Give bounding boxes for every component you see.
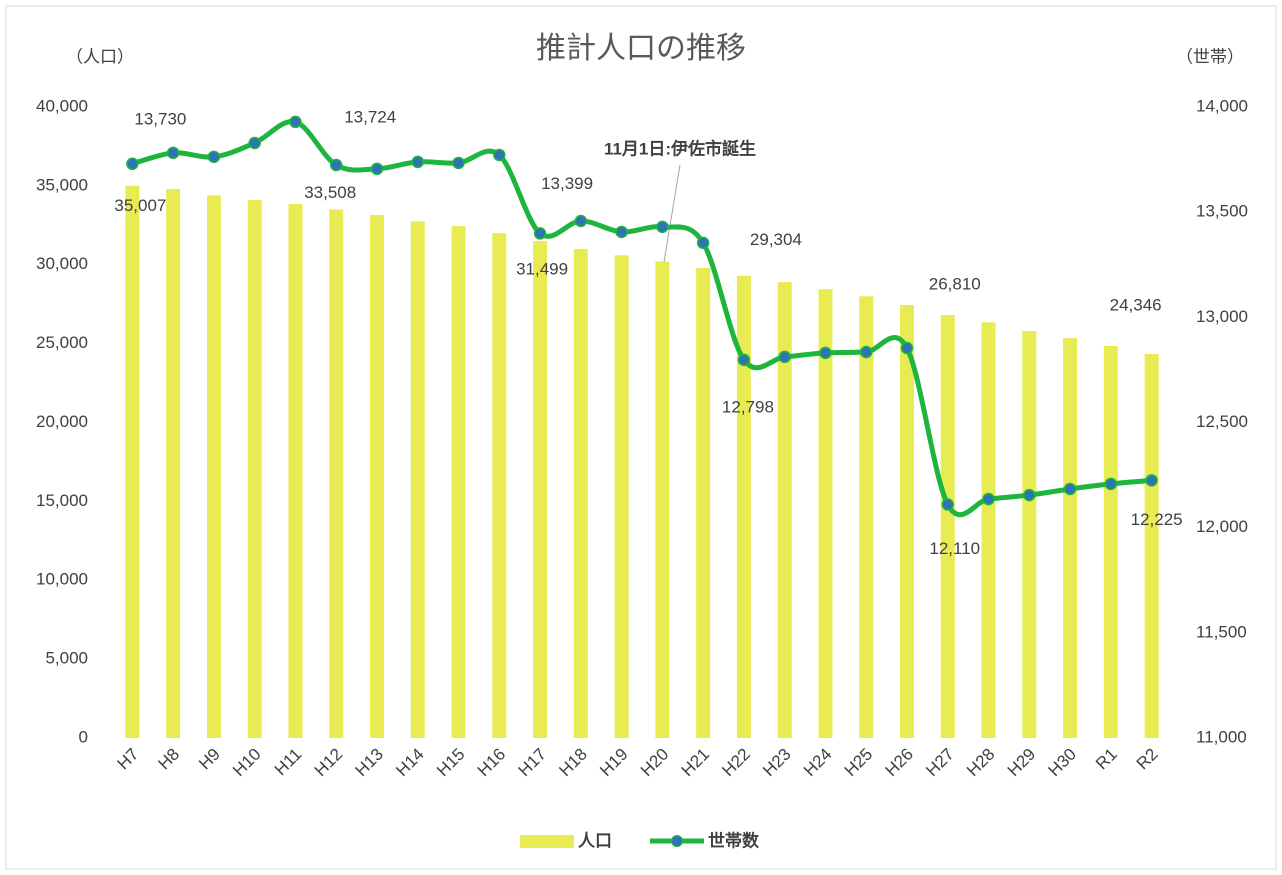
bar	[1103, 345, 1118, 738]
legend-swatch	[520, 835, 574, 848]
bar	[859, 296, 874, 738]
y-tick-label: 20,000	[36, 412, 88, 431]
line-marker	[819, 346, 832, 360]
line-marker	[370, 162, 384, 176]
line-marker	[574, 214, 588, 228]
line-marker	[615, 225, 628, 239]
data-label: 35,007	[114, 196, 166, 215]
annotation-leader	[663, 164, 681, 263]
y-tick-label: 15,000	[36, 491, 88, 510]
bar	[1144, 353, 1159, 738]
chart-frame	[5, 5, 1277, 870]
bar	[614, 255, 629, 738]
line-marker	[493, 148, 506, 162]
bar	[818, 289, 833, 738]
data-label: 12,110	[929, 539, 980, 558]
bar	[125, 185, 140, 738]
bar	[981, 322, 996, 738]
legend-label: 世帯数	[708, 830, 760, 850]
bar	[166, 189, 181, 738]
bar	[736, 275, 751, 738]
bar	[696, 267, 711, 738]
data-label: 13,724	[344, 108, 396, 127]
bar	[370, 215, 384, 739]
line-marker	[126, 157, 139, 171]
data-label: 12,225	[1131, 510, 1183, 529]
y2-tick-label: 12,500	[1196, 412, 1248, 431]
y2-tick-label: 11,500	[1196, 622, 1247, 641]
data-label: 29,304	[750, 230, 802, 249]
data-label: 26,810	[929, 275, 981, 294]
bar	[288, 204, 303, 739]
bar	[655, 261, 670, 738]
bar	[451, 226, 466, 738]
line-marker	[656, 220, 669, 234]
line-marker	[533, 227, 547, 240]
bar	[573, 248, 588, 738]
data-label: 24,346	[1110, 295, 1162, 314]
line-marker	[452, 156, 465, 170]
line-marker	[248, 136, 261, 150]
legend-label: 人口	[578, 831, 612, 850]
line-marker	[696, 236, 710, 250]
line-marker	[982, 492, 995, 506]
y-tick-label: 0	[79, 727, 88, 746]
bar	[940, 315, 955, 738]
bar	[247, 200, 262, 738]
data-label: 12,798	[722, 397, 774, 416]
y2-axis-label: （世帯）	[1176, 47, 1244, 66]
y-tick-label: 40,000	[36, 96, 88, 115]
y2-tick-label: 13,000	[1196, 307, 1248, 326]
bar	[329, 209, 344, 738]
bar	[900, 304, 914, 738]
line-marker	[1104, 477, 1118, 491]
bar	[492, 233, 507, 738]
line-marker	[329, 158, 343, 172]
line-marker	[1063, 482, 1077, 496]
y-tick-label: 10,000	[36, 570, 88, 589]
bar	[1022, 331, 1037, 738]
data-label: 13,730	[134, 109, 186, 128]
y-tick-label: 30,000	[36, 254, 88, 273]
line-marker	[207, 150, 221, 164]
line-marker	[778, 350, 791, 364]
bar	[533, 241, 548, 738]
y2-tick-label: 12,000	[1196, 517, 1248, 536]
line-marker	[1023, 488, 1036, 502]
y-axis-label: （人口）	[66, 47, 134, 66]
line-marker	[289, 115, 302, 129]
y2-tick-label: 14,000	[1196, 96, 1248, 115]
line-marker	[941, 498, 955, 511]
y-tick-label: 25,000	[36, 333, 88, 352]
bar	[777, 282, 792, 738]
chart-title: 推計人口の推移	[536, 31, 746, 66]
bar	[206, 195, 221, 739]
y-tick-label: 35,000	[36, 175, 88, 194]
annotation: 11月1日:伊佐市誕生	[604, 138, 756, 158]
y2-tick-label: 11,000	[1196, 727, 1247, 746]
legend-swatch	[671, 835, 683, 847]
bar	[1063, 338, 1078, 738]
line-marker	[411, 155, 425, 169]
data-label: 33,508	[304, 183, 356, 202]
data-label: 31,499	[516, 260, 568, 279]
y2-tick-label: 13,500	[1196, 202, 1248, 221]
line-marker	[737, 353, 751, 367]
data-label: 13,399	[541, 174, 593, 193]
bar	[410, 221, 425, 738]
line-marker	[1145, 474, 1158, 487]
line-marker	[900, 341, 914, 355]
line-marker	[859, 345, 873, 359]
y-tick-label: 5,000	[45, 649, 88, 668]
line-marker	[166, 146, 180, 160]
